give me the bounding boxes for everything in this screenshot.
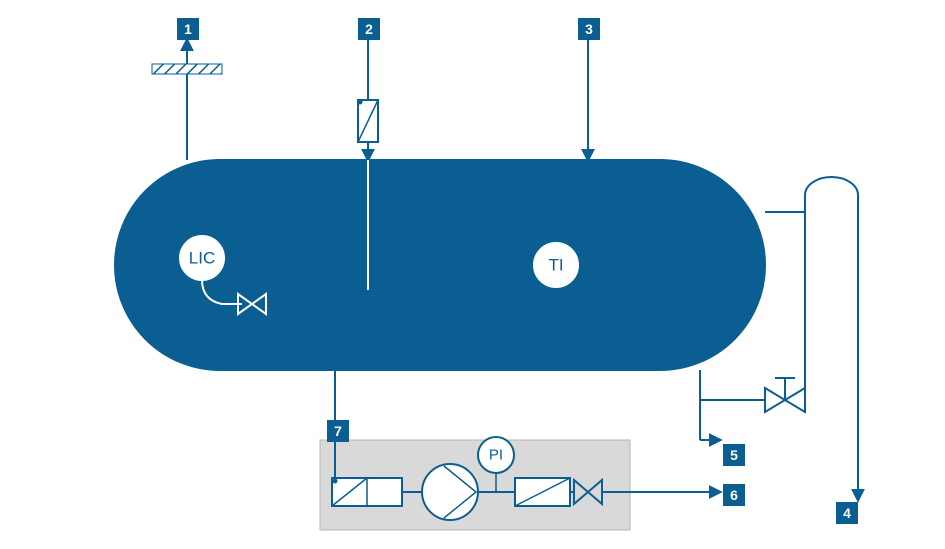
vent-candy-cane [805,177,858,212]
label-7: 7 [334,423,342,439]
LIC-label: LIC [189,249,215,268]
label-6: 6 [730,487,738,503]
PI-label: PI [489,447,503,464]
rupture-disc-icon [152,64,222,74]
label-3: 3 [585,21,593,37]
TI-label: TI [548,256,563,275]
label-4: 4 [843,505,851,521]
strainer-dot [333,479,338,484]
label-5: 5 [730,447,738,463]
label-1: 1 [184,21,192,37]
level-switch-dot [358,100,363,105]
label-2: 2 [365,21,373,37]
pump-icon [422,464,478,520]
